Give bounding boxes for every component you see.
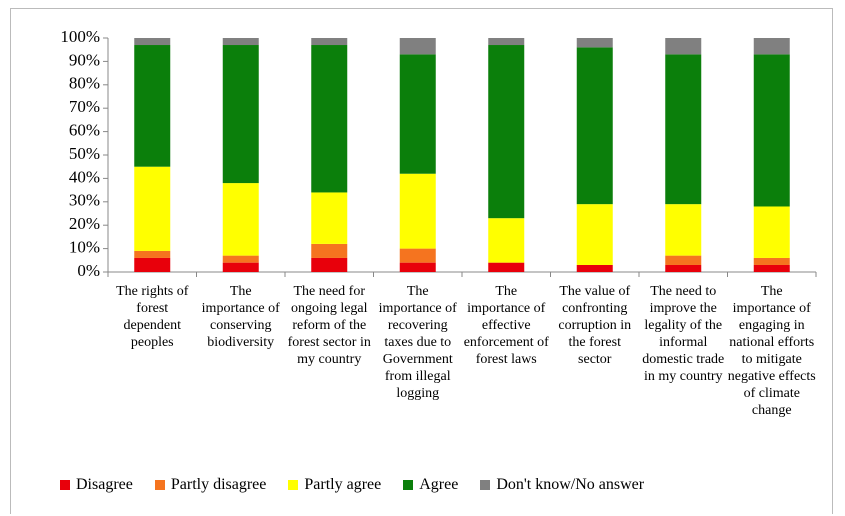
legend: Disagree Partly disagree Partly agree Agree…: [60, 476, 644, 494]
legend-label: Agree: [419, 476, 459, 493]
bar-segment: [753, 264, 790, 272]
y-tick-label: 0%: [77, 261, 100, 280]
bar-segment: [134, 45, 171, 167]
bar-segment: [576, 204, 613, 265]
bar-segment: [753, 206, 790, 258]
bar-segment: [488, 218, 525, 263]
bar-segment: [311, 38, 348, 46]
legend-swatch: [60, 480, 70, 490]
x-tick-label: The need to improve the legality of the …: [642, 284, 725, 384]
frame: [10, 8, 833, 514]
bar-segment: [488, 45, 525, 219]
bar-segment: [488, 262, 525, 272]
x-tick-label: The rights of forest dependent peoples: [116, 284, 189, 350]
x-tick-label: The importance of conserving biodiversit…: [201, 284, 280, 350]
bar-segment: [753, 54, 790, 207]
bar-segment: [222, 183, 259, 256]
legend-item: Agree: [403, 476, 458, 494]
x-tick-label: The importance of effective enforcement …: [463, 284, 549, 367]
bar-segment: [311, 243, 348, 258]
bar-segment: [222, 262, 259, 272]
bar-segment: [399, 248, 436, 263]
bar-segment: [753, 257, 790, 265]
x-tick-label: The need for ongoing legal reform of the…: [287, 284, 371, 367]
y-tick-label: 80%: [69, 74, 100, 93]
legend-swatch: [403, 480, 414, 490]
x-tick-label: The importance of recovering taxes due t…: [378, 284, 457, 401]
bar-segment: [399, 38, 436, 55]
y-tick-label: 20%: [69, 214, 100, 233]
legend-label: Partly agree: [304, 476, 382, 493]
x-tick-label: The value of confronting corruption in t…: [558, 284, 632, 367]
x-tick-label: The importance of engaging in national e…: [727, 284, 816, 418]
bar-segment: [488, 38, 525, 46]
bar-segment: [665, 38, 702, 55]
bar-segment: [134, 166, 171, 251]
legend-label: Disagree: [76, 476, 133, 493]
bar-segment: [576, 264, 613, 272]
y-tick-label: 30%: [69, 191, 100, 210]
y-tick-label: 10%: [69, 238, 100, 257]
y-tick-label: 100%: [60, 27, 100, 46]
bar-segment: [222, 45, 259, 184]
y-tick-label: 40%: [69, 167, 100, 186]
legend-item: Disagree: [60, 476, 133, 494]
legend-item: Partly agree: [288, 476, 381, 494]
bar-segment: [399, 54, 436, 174]
bar-segment: [399, 173, 436, 249]
bar-segment: [222, 38, 259, 46]
legend-swatch: [288, 480, 299, 490]
bar-segment: [576, 38, 613, 48]
bar-segment: [134, 257, 171, 272]
bar-segment: [311, 45, 348, 193]
bar-segment: [134, 250, 171, 258]
legend-swatch: [480, 480, 491, 490]
y-tick-label: 50%: [69, 144, 100, 163]
bar-segment: [311, 257, 348, 272]
bar-segment: [311, 192, 348, 244]
bar-segment: [399, 262, 436, 272]
bar-segment: [134, 38, 171, 46]
legend-label: Don't know/No answer: [496, 476, 645, 493]
legend-item: Partly disagree: [154, 476, 267, 494]
bar-segment: [576, 47, 613, 205]
y-tick-label: 60%: [69, 121, 100, 140]
legend-item: Don't know/No answer: [480, 476, 644, 494]
bar-segment: [753, 38, 790, 55]
bar-segment: [665, 255, 702, 265]
bar-segment: [665, 264, 702, 272]
legend-swatch: [154, 480, 165, 490]
bar-segment: [665, 54, 702, 205]
y-tick-label: 70%: [69, 97, 100, 116]
bar-segment: [222, 255, 259, 263]
y-tick-label: 90%: [69, 50, 100, 69]
legend-label: Partly disagree: [170, 476, 267, 493]
bar-segment: [665, 204, 702, 256]
